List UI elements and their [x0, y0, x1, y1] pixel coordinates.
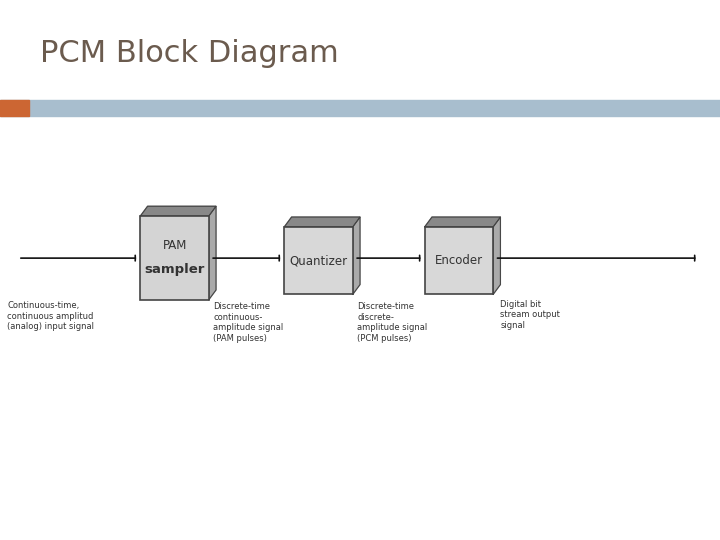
- Bar: [284, 227, 353, 294]
- Polygon shape: [209, 206, 216, 300]
- Polygon shape: [140, 206, 216, 216]
- Polygon shape: [425, 217, 500, 227]
- Text: Digital bit
stream output
signal: Digital bit stream output signal: [500, 300, 560, 329]
- Text: Discrete-time
continuous-
amplitude signal
(PAM pulses): Discrete-time continuous- amplitude sign…: [213, 302, 284, 342]
- Text: Discrete-time
discrete-
amplitude signal
(PCM pulses): Discrete-time discrete- amplitude signal…: [357, 302, 428, 342]
- Text: Quantizer: Quantizer: [289, 254, 348, 267]
- Bar: [140, 216, 209, 300]
- Text: PAM: PAM: [163, 239, 186, 253]
- Bar: [0, 100, 29, 116]
- Polygon shape: [284, 217, 360, 227]
- Bar: [0, 100, 720, 116]
- Polygon shape: [353, 217, 360, 294]
- Text: Continuous-time,
continuous amplitud
(analog) input signal: Continuous-time, continuous amplitud (an…: [7, 301, 94, 331]
- Text: PCM Block Diagram: PCM Block Diagram: [40, 39, 338, 69]
- Bar: [425, 227, 493, 294]
- Polygon shape: [493, 217, 500, 294]
- Text: Encoder: Encoder: [435, 254, 483, 267]
- Text: sampler: sampler: [145, 263, 204, 276]
